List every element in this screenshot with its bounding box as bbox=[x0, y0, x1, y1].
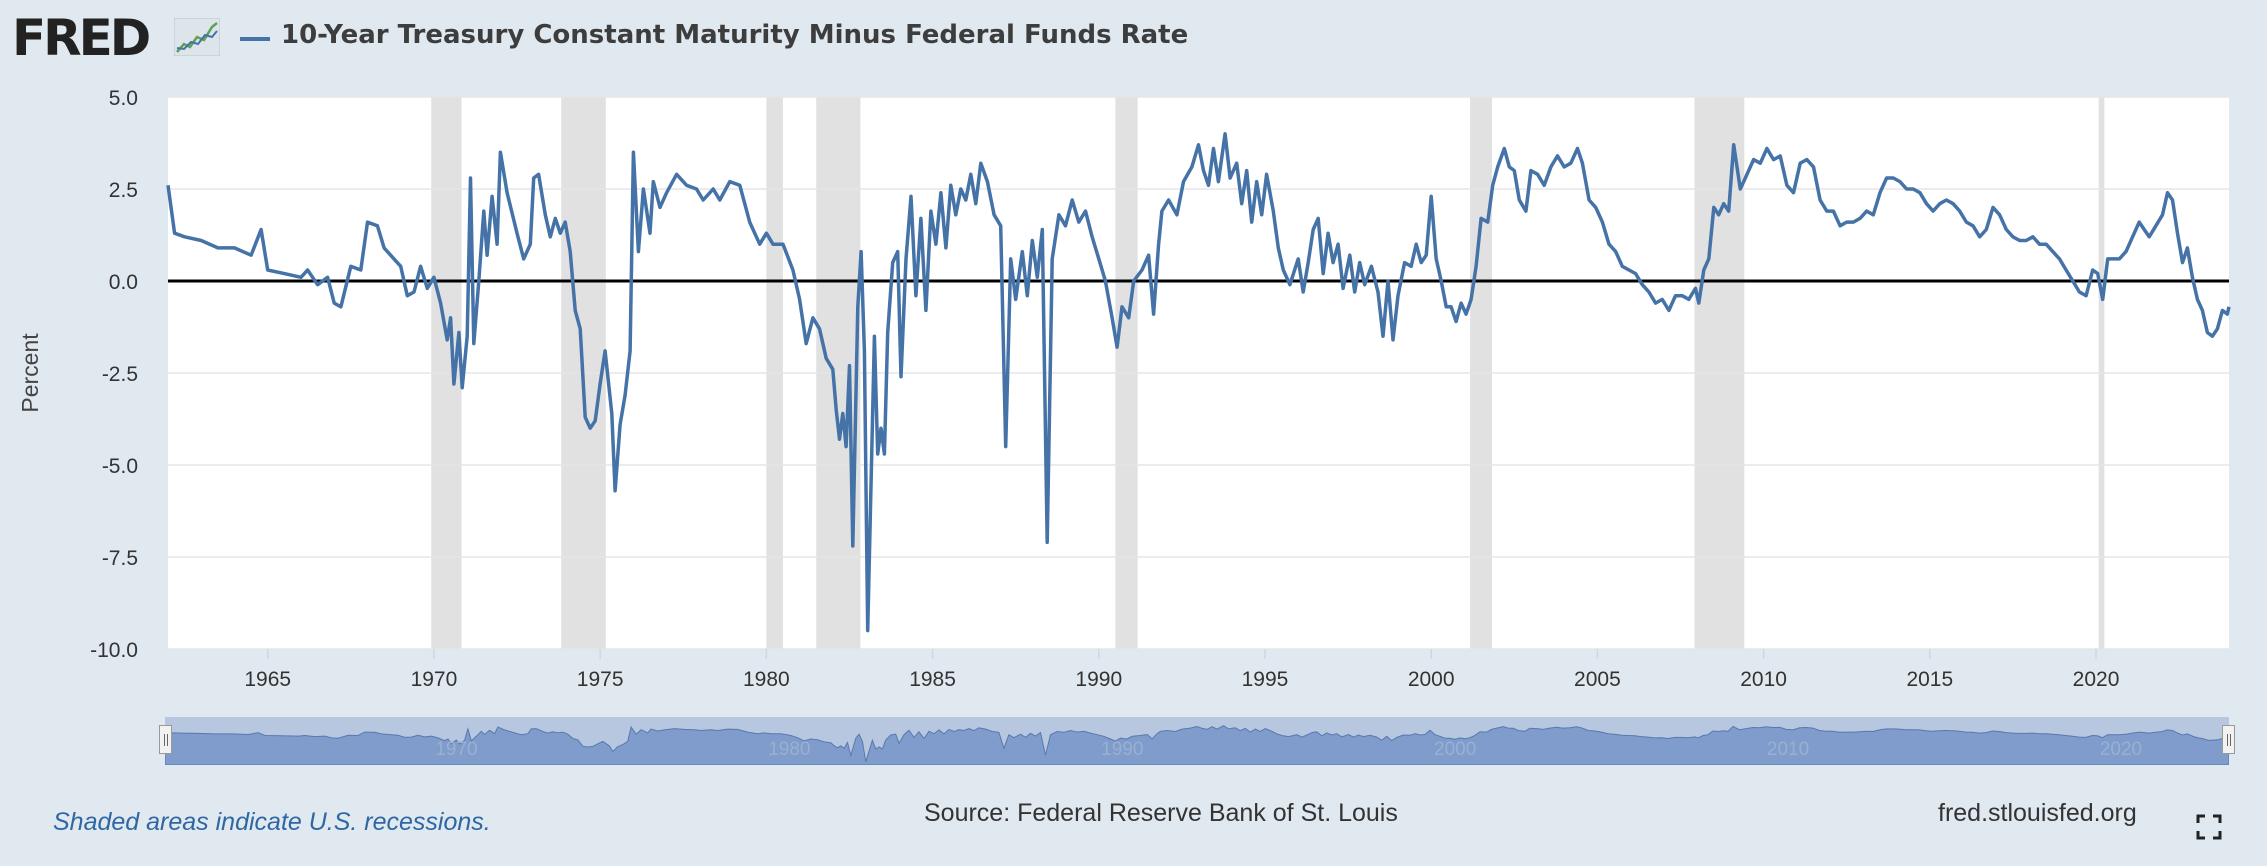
x-tick-label: 2005 bbox=[1574, 668, 1621, 691]
navigator-tick-label: 2000 bbox=[1434, 739, 1476, 760]
range-navigator[interactable]: 1970 1980 1990 2000 2010 2020 bbox=[165, 717, 2229, 765]
x-tick-label: 2010 bbox=[1740, 668, 1787, 691]
y-tick-label: 2.5 bbox=[109, 179, 138, 202]
fullscreen-icon[interactable] bbox=[2196, 814, 2222, 840]
main-chart: 5.02.50.0-2.5-5.0-7.5-10.0 1965 1970 1975 1… bbox=[17, 87, 2231, 691]
x-tick-label: 1995 bbox=[1242, 668, 1289, 691]
x-tick-labels: 1965 1970 1975 1980 1985 1990 1995 2000 2005 2010… bbox=[244, 649, 2119, 691]
site-link[interactable]: fred.stlouisfed.org bbox=[1938, 799, 2137, 827]
fred-logo[interactable]: FRED bbox=[12, 9, 151, 67]
y-tick-label: 0.0 bbox=[109, 271, 138, 294]
x-tick-label: 2020 bbox=[2073, 668, 2120, 691]
x-tick-label: 1975 bbox=[577, 668, 624, 691]
y-tick-labels: 5.0 2.5 0.0 -2.5 -5.0 -7.5 -10.0 bbox=[90, 87, 138, 662]
legend-swatch bbox=[240, 37, 270, 41]
x-tick-label: 1965 bbox=[244, 668, 291, 691]
x-tick-label: 1990 bbox=[1075, 668, 1122, 691]
navigator-tick-labels: 1970 1980 1990 2000 2010 2020 bbox=[435, 739, 2142, 760]
trend-graph-icon[interactable] bbox=[174, 18, 220, 56]
y-tick-label: -2.5 bbox=[102, 363, 138, 386]
navigator-tick-label: 1970 bbox=[435, 739, 477, 760]
y-tick-label: -5.0 bbox=[102, 455, 138, 478]
x-tick-label: 2015 bbox=[1906, 668, 1953, 691]
navigator-tick-label: 2020 bbox=[2100, 739, 2142, 760]
y-axis-label: Percent bbox=[17, 333, 43, 413]
navigator-tick-label: 2010 bbox=[1767, 739, 1809, 760]
chart-title: 10-Year Treasury Constant Maturity Minus… bbox=[281, 20, 1189, 50]
x-tick-label: 1970 bbox=[411, 668, 458, 691]
x-tick-label: 1980 bbox=[743, 668, 790, 691]
recession-note: Shaded areas indicate U.S. recessions. bbox=[53, 808, 491, 836]
navigator-left-handle[interactable] bbox=[159, 725, 172, 754]
series-line[interactable] bbox=[166, 132, 2231, 633]
navigator-area bbox=[165, 725, 2229, 765]
y-tick-label: -7.5 bbox=[102, 547, 138, 570]
source-text: Source: Federal Reserve Bank of St. Loui… bbox=[924, 799, 1398, 827]
x-tick-label: 2000 bbox=[1408, 668, 1455, 691]
y-tick-label: 5.0 bbox=[109, 87, 138, 110]
x-tick-label: 1985 bbox=[909, 668, 956, 691]
y-tick-label: -10.0 bbox=[90, 639, 138, 662]
navigator-right-handle[interactable] bbox=[2222, 725, 2235, 754]
navigator-tick-label: 1990 bbox=[1101, 739, 1143, 760]
navigator-tick-label: 1980 bbox=[768, 739, 810, 760]
chart-header: FRED 10-Year Treasury Constant Maturity … bbox=[0, 0, 2267, 80]
